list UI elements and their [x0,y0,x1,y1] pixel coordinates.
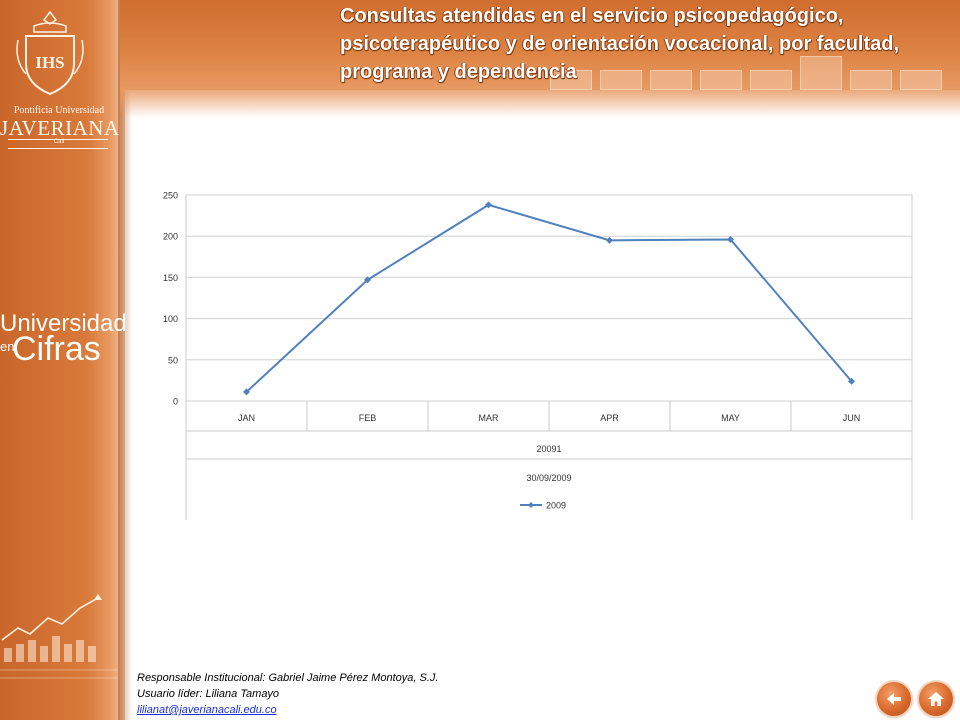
sidebar-shadow [118,0,132,720]
footer-usuario: Usuario líder: Liliana Tamayo [137,688,280,700]
x-tick-label: MAY [721,413,740,423]
data-point [485,201,492,209]
data-point [243,388,250,396]
logo-line-3: Cali [53,139,65,145]
series-line [245,203,853,393]
footer-email-link[interactable]: lilianat@javerianacali.edu.co [137,704,277,716]
banner-decor-bar [800,56,842,90]
data-point [606,236,613,244]
banner-decor-bar [550,70,592,90]
banner-decor-bar [700,70,742,90]
line-chart: 0 50 100 150 200 250 JAN FEB MAR APR MAY JUN 20091 30… [163,191,913,520]
university-crest-icon: IHS [16,10,84,96]
x-tick-label: JUN [843,413,861,423]
brand-line-2: Cifras [12,330,101,368]
legend-marker [528,502,534,508]
data-point [848,377,855,385]
brand-line-1: Universidad [0,310,127,337]
page-title: Consultas atendidas en el servicio psico… [340,5,900,83]
logo-line-1: Pontificia Universidad [13,105,105,116]
x-tick-label: MAR [479,413,500,423]
back-button[interactable] [877,682,911,716]
y-tick-label: 200 [163,232,178,242]
legend-label: 2009 [546,501,566,511]
y-tick-label: 0 [173,397,178,407]
banner-decor-bar [850,70,892,90]
logo-rule [8,148,108,149]
category-group-label: 30/09/2009 [526,473,571,483]
crest-text: IHS [35,53,64,72]
footer-responsable: Responsable Institucional: Gabriel Jaime… [137,672,439,684]
home-icon [928,692,944,706]
y-tick-label: 150 [163,273,178,283]
sidebar-background [0,0,125,720]
logo-rule [8,139,108,140]
banner-decor-bar [900,70,942,90]
y-tick-label: 100 [163,314,178,324]
x-tick-label: JAN [238,413,255,423]
y-tick-label: 250 [163,191,178,201]
x-tick-label: APR [600,413,619,423]
x-tick-label: FEB [359,413,377,423]
y-tick-label: 50 [168,355,178,365]
data-point [364,276,371,284]
growth-chart-decoration-icon [0,594,118,679]
top-banner [120,0,960,90]
category-group-label: 20091 [536,444,561,454]
logo-line-2: JAVERIANA [0,116,120,140]
data-point [727,235,734,243]
brand-en: en [0,339,15,354]
footer-credits: Responsable Institucional: Gabriel Jaime… [137,670,438,718]
home-button[interactable] [919,682,953,716]
banner-decor-bar [600,70,642,90]
banner-decor-bar [750,70,792,90]
banner-decor-bar [650,70,692,90]
back-arrow-icon [887,693,901,705]
banner-fade [120,90,960,118]
